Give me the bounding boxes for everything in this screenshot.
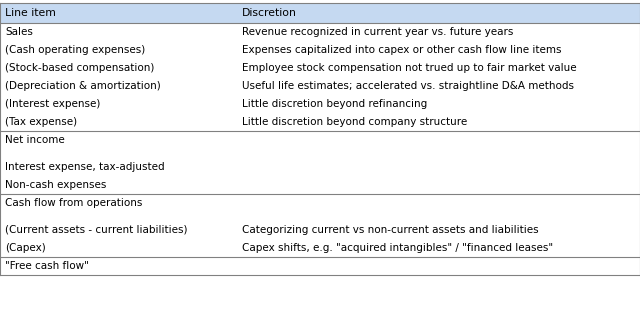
Text: Sales: Sales bbox=[5, 27, 33, 37]
Text: (Depreciation & amortization): (Depreciation & amortization) bbox=[5, 81, 161, 91]
Text: (Tax expense): (Tax expense) bbox=[5, 117, 77, 127]
Text: Non-cash expenses: Non-cash expenses bbox=[5, 180, 106, 190]
Text: Little discretion beyond company structure: Little discretion beyond company structu… bbox=[242, 117, 467, 127]
Text: Capex shifts, e.g. "acquired intangibles" / "financed leases": Capex shifts, e.g. "acquired intangibles… bbox=[242, 243, 553, 253]
Text: Little discretion beyond refinancing: Little discretion beyond refinancing bbox=[242, 99, 428, 109]
Text: Revenue recognized in current year vs. future years: Revenue recognized in current year vs. f… bbox=[242, 27, 513, 37]
Text: Categorizing current vs non-current assets and liabilities: Categorizing current vs non-current asse… bbox=[242, 225, 539, 235]
Text: (Cash operating expenses): (Cash operating expenses) bbox=[5, 45, 145, 55]
Text: Cash flow from operations: Cash flow from operations bbox=[5, 198, 142, 208]
Text: (Capex): (Capex) bbox=[5, 243, 45, 253]
Text: "Free cash flow": "Free cash flow" bbox=[5, 261, 89, 271]
Text: Line item: Line item bbox=[5, 8, 56, 18]
Text: Discretion: Discretion bbox=[242, 8, 297, 18]
Bar bbox=[0, 3, 640, 23]
Text: Interest expense, tax-adjusted: Interest expense, tax-adjusted bbox=[5, 162, 164, 172]
Text: (Current assets - current liabilities): (Current assets - current liabilities) bbox=[5, 225, 188, 235]
Text: (Stock-based compensation): (Stock-based compensation) bbox=[5, 63, 154, 73]
Text: Employee stock compensation not trued up to fair market value: Employee stock compensation not trued up… bbox=[242, 63, 577, 73]
Text: Net income: Net income bbox=[5, 135, 65, 145]
Text: (Interest expense): (Interest expense) bbox=[5, 99, 100, 109]
Text: Expenses capitalized into capex or other cash flow line items: Expenses capitalized into capex or other… bbox=[242, 45, 561, 55]
Text: Useful life estimates; accelerated vs. straightline D&A methods: Useful life estimates; accelerated vs. s… bbox=[242, 81, 574, 91]
